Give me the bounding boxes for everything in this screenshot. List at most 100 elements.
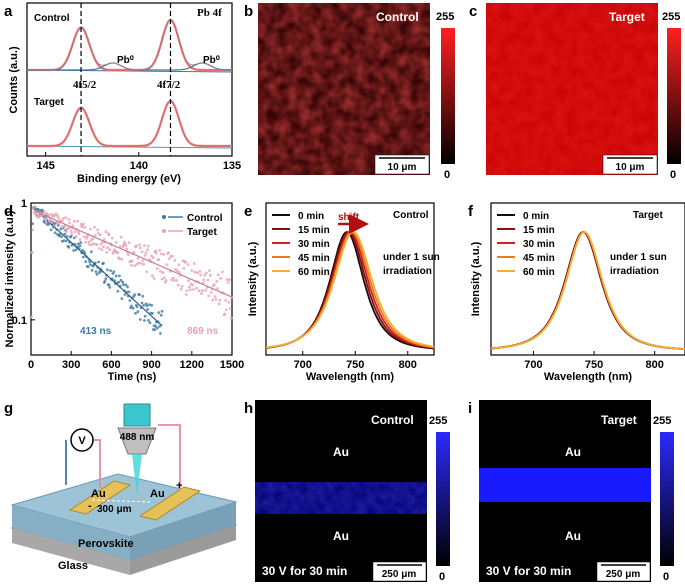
d-point-target — [152, 277, 156, 280]
d-point-target — [78, 238, 82, 242]
panel-d-points — [29, 205, 234, 335]
d-point-target — [91, 237, 95, 241]
panel-g-device-schematic: g V 488 nm Au - Au + 300 μm Perovskite G… — [4, 400, 238, 575]
e-curve-45-min — [265, 231, 435, 349]
panel-e-pl-spectra: e 0 min 15 min 30 min 45 min 60 min 700 750 80… — [244, 202, 440, 383]
d-point-target — [208, 269, 211, 273]
d-point-target — [84, 240, 88, 244]
panel-a-4f72-label: 4f7/2 — [157, 79, 181, 91]
laser-head — [123, 403, 151, 427]
d-point-control — [60, 235, 63, 239]
d-point-target — [221, 270, 224, 274]
d-point-control — [112, 270, 116, 274]
e-legend-label-0: 0 min — [298, 211, 324, 222]
d-point-target — [227, 300, 231, 304]
d-point-control — [138, 293, 141, 296]
panel-f-legend: 0 min 15 min 30 min 45 min 60 min — [497, 211, 555, 278]
f-legend-label-3: 45 min — [523, 253, 555, 264]
f-legend-label-4: 60 min — [523, 267, 555, 278]
d-point-target — [89, 227, 92, 231]
d-tick-label-5: 1500 — [220, 359, 244, 371]
d-point-target — [204, 288, 207, 292]
au-left-label: Au — [91, 488, 106, 500]
d-point-target — [167, 257, 171, 260]
d-point-target — [92, 242, 96, 246]
panel-b-pl-map: b Control 10 μm 255 0 — [244, 3, 455, 181]
d-point-control — [95, 273, 99, 276]
d-point-target — [53, 224, 57, 228]
plus-label: + — [176, 480, 182, 492]
d-point-target — [167, 251, 170, 255]
d-point-target — [81, 222, 85, 226]
d-point-target — [143, 254, 147, 257]
d-point-target — [192, 288, 195, 291]
d-point-control — [69, 234, 73, 238]
d-point-control — [31, 222, 34, 226]
d-point-target — [77, 232, 81, 236]
d-point-target — [165, 263, 169, 266]
d-point-target — [225, 308, 228, 312]
panel-h-band-texture — [255, 482, 427, 514]
d-point-target — [229, 307, 232, 310]
au-electrode-right — [138, 486, 202, 521]
panel-i-scalebar-label: 250 μm — [606, 569, 641, 580]
panel-h-bottom-label: Au — [333, 529, 349, 543]
d-point-control — [130, 304, 133, 308]
d-point-target — [188, 285, 191, 289]
d-point-control — [124, 283, 128, 287]
e-curve-15-min — [265, 231, 435, 349]
panel-f-annotation-line1: under 1 sun — [610, 252, 667, 263]
panel-d-ylabel: Normalized intensity (a.u.) — [4, 210, 16, 347]
panel-a-ticks: 145 140 135 — [36, 152, 241, 172]
d-point-target — [102, 237, 106, 241]
d-point-control — [157, 311, 161, 314]
d-point-target — [224, 298, 228, 302]
d-point-control — [120, 297, 124, 300]
d-point-control — [49, 228, 53, 232]
panel-e-xlabel: Wavelength (nm) — [306, 371, 395, 383]
objective-lens — [117, 427, 157, 455]
d-point-target — [95, 243, 99, 247]
a-control-envelope — [27, 19, 232, 71]
d-point-target — [188, 288, 192, 291]
d-point-target — [144, 251, 148, 255]
panel-c-colorbar — [667, 28, 681, 164]
d-point-control — [53, 231, 57, 235]
perovskite-side — [130, 502, 236, 560]
voltmeter-label: V — [78, 435, 86, 447]
panel-letter-f: f — [468, 203, 474, 220]
d-point-target — [114, 241, 118, 244]
d-point-target — [190, 269, 194, 272]
d-point-target — [130, 259, 134, 263]
d-point-target — [118, 257, 121, 261]
d-point-target — [208, 273, 212, 277]
panel-i-top-label: Au — [565, 445, 581, 459]
d-point-control — [135, 305, 139, 308]
f-tick-label-2: 800 — [646, 359, 664, 371]
d-point-target — [74, 235, 78, 238]
d-point-control — [143, 314, 147, 318]
d-point-target — [179, 287, 183, 291]
d-point-target — [73, 230, 77, 234]
d-point-control — [67, 245, 71, 249]
d-point-target — [119, 235, 123, 239]
d-point-target — [73, 220, 76, 223]
d-point-control — [142, 304, 146, 307]
d-point-control — [147, 303, 151, 306]
d-point-control — [103, 279, 107, 283]
d-point-target — [108, 248, 112, 252]
d-point-control — [138, 318, 142, 321]
d-point-target — [228, 278, 232, 282]
d-point-target — [154, 249, 158, 253]
d-point-control — [160, 309, 164, 313]
d-point-control — [122, 283, 125, 287]
legend-marker-control — [162, 215, 166, 219]
a-tick-label-2: 135 — [223, 160, 241, 172]
laser-beam — [132, 454, 142, 495]
d-point-target — [164, 279, 168, 282]
panel-f-ticks: 700 750 800 — [524, 351, 664, 371]
panel-c-texture — [486, 3, 658, 175]
d-point-control — [123, 293, 127, 296]
minus-label: - — [88, 500, 92, 512]
